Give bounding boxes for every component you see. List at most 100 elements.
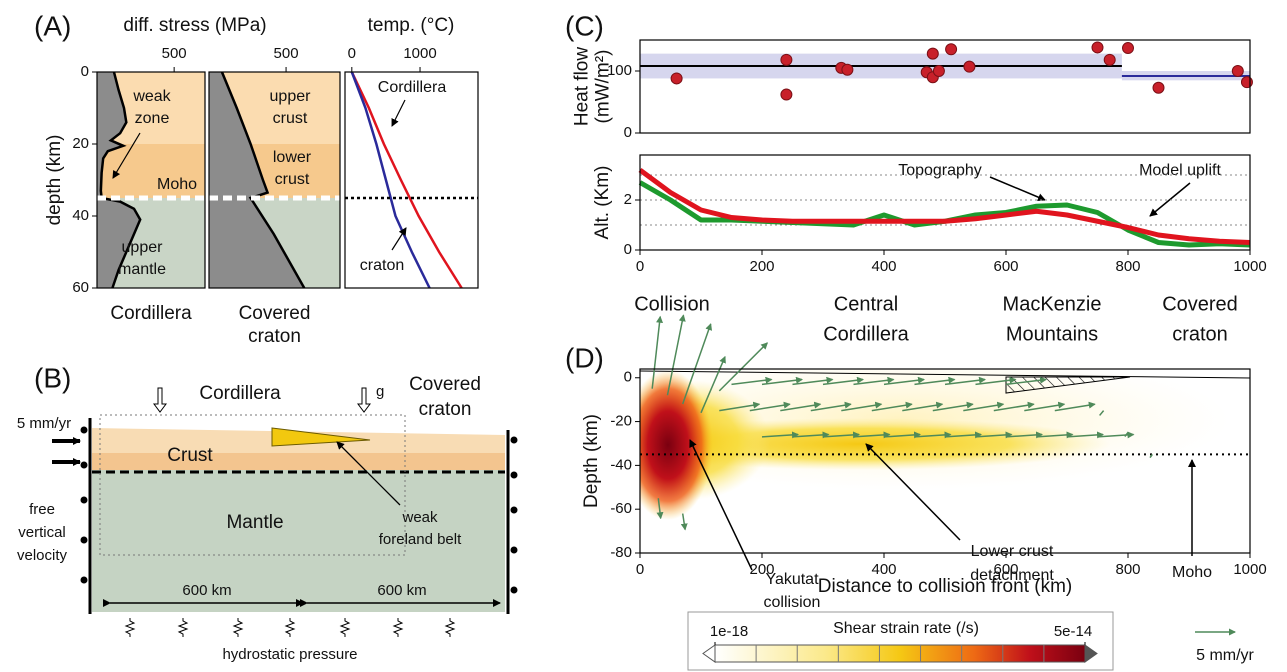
annotation: upper: [122, 239, 164, 256]
velocity-vector: [780, 401, 822, 412]
plot-frame: [96, 71, 206, 289]
vector-legend-label: 5 mm/yr: [1196, 647, 1254, 664]
data-point: [841, 63, 854, 76]
strain-rate-field: [640, 369, 1250, 520]
y-tick-label: -60: [610, 500, 632, 517]
colorbar-tick-label: 5e-14: [1054, 623, 1092, 640]
y-axis-label: depth (km): [44, 135, 65, 226]
pointer-arrow: [865, 443, 961, 541]
velocity-vector: [883, 376, 925, 386]
velocity-vector: [914, 376, 956, 386]
x-tick-label: 1000: [1233, 561, 1266, 578]
label: hydrostatic pressure: [222, 646, 357, 663]
velocity-vector: [681, 323, 713, 405]
x-tick-label: 400: [871, 561, 896, 578]
plot-frame: [208, 71, 341, 289]
zoom-box: [99, 414, 406, 556]
annotation: upper: [270, 88, 312, 105]
y-axis-label: (mW/m²): [593, 50, 614, 124]
label: Cordillera: [199, 383, 281, 404]
label: weak: [401, 509, 438, 526]
region-label: craton: [1172, 323, 1228, 345]
colorbar: [714, 644, 1086, 663]
springs: [124, 618, 456, 637]
data-point: [780, 88, 793, 101]
label: vertical: [18, 524, 66, 541]
data-point: [1240, 76, 1253, 89]
series-line: [638, 167, 1251, 245]
annotation: zone: [135, 110, 170, 127]
data-point: [780, 53, 793, 66]
panel-label: (A): [34, 10, 71, 41]
x-tick-label: 500: [274, 45, 299, 62]
series-label: Cordillera: [378, 79, 447, 96]
velocity-vector: [963, 401, 1005, 412]
region-label: Collision: [634, 293, 710, 315]
velocity-vector: [975, 376, 1017, 386]
data-point: [1103, 53, 1116, 66]
y-tick-label: 0: [624, 369, 632, 386]
velocity-vector: [883, 431, 921, 439]
x-tick-label: 800: [1115, 258, 1140, 275]
label: craton: [419, 399, 472, 420]
region-labels: Collision Central Cordillera MacKenzie M…: [634, 293, 1238, 345]
y-tick-label: 40: [72, 207, 89, 224]
data-point: [1122, 42, 1134, 55]
label: Mantle: [226, 512, 283, 533]
x-tick-label: 800: [1115, 561, 1140, 578]
velocity-vector: [975, 431, 1013, 439]
data-point: [963, 60, 976, 73]
velocity-vector: [731, 376, 773, 386]
y-tick-label: 0: [624, 124, 632, 141]
annotation: mantle: [118, 261, 166, 278]
x-tick-label: 1000: [403, 45, 436, 62]
velocity-vector: [944, 431, 982, 439]
field-shade: [640, 370, 713, 520]
region-label: Mountains: [1006, 323, 1098, 345]
profile-line: [350, 71, 431, 289]
plot-frame: [344, 71, 479, 289]
data-point: [945, 43, 958, 56]
series-label: craton: [360, 257, 404, 274]
profile-line: [350, 71, 463, 289]
velocity-vector: [719, 401, 761, 412]
x-tick-label: 500: [162, 45, 187, 62]
panel-a-annotations: weak zone Moho upper mantle upper crust …: [112, 79, 447, 278]
x-tick-label: 200: [749, 258, 774, 275]
annotation: crust: [273, 110, 308, 127]
x-tick-label: 0: [348, 45, 356, 62]
data-point: [1091, 41, 1104, 54]
annotation: weak: [132, 88, 171, 105]
rollers: [80, 426, 518, 594]
velocity-vector: [1036, 431, 1074, 439]
panel-b: Cordillera Covered craton g 5 mm/yr Crus…: [17, 374, 518, 663]
y-tick-label: -80: [610, 544, 632, 561]
velocity-vector: [853, 376, 895, 386]
velocity-vector: [810, 401, 852, 412]
mantle-layer: [92, 470, 505, 612]
series-label: Topography: [898, 162, 982, 179]
annotation: detachment: [970, 567, 1054, 584]
plot-frame: [639, 368, 1251, 554]
y-tick-label: 2: [624, 191, 632, 208]
velocity-vector: [993, 401, 1035, 412]
velocity-vector: [841, 401, 883, 412]
annotation: crust: [275, 171, 310, 188]
stress-area: [97, 72, 141, 288]
velocity-vector: [792, 431, 830, 439]
x-tick-label: 600: [993, 561, 1018, 578]
velocity-vector: [1005, 431, 1043, 439]
y-axis-label: Depth (km): [581, 414, 602, 508]
x-tick-label: 0: [636, 258, 644, 275]
label: 600 km: [377, 582, 426, 599]
velocity-vector: [680, 513, 688, 531]
velocity-vector: [718, 342, 769, 392]
data-point: [926, 47, 939, 60]
label: Crust: [167, 445, 213, 466]
velocity-vector: [932, 401, 974, 412]
panel-label: (B): [34, 362, 71, 393]
y-tick-label: 100: [607, 62, 632, 79]
y-tick-label: 0: [624, 241, 632, 258]
profile-line: [99, 71, 142, 289]
